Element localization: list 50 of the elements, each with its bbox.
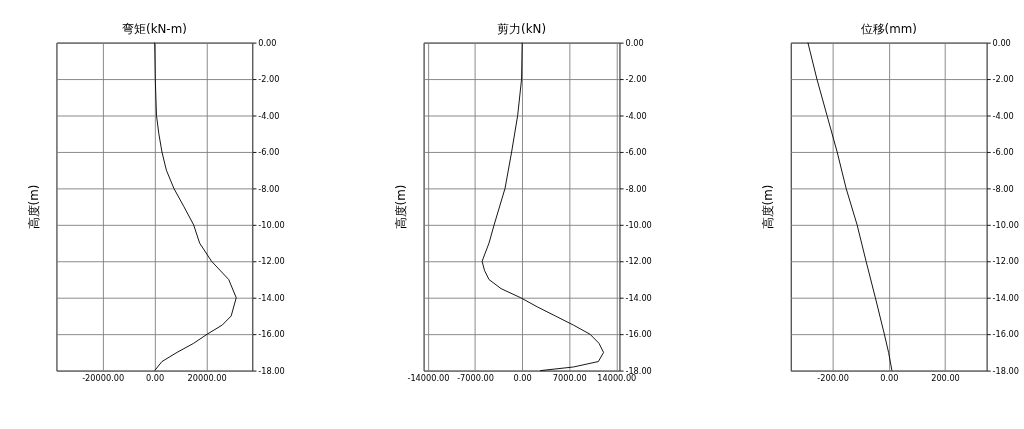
y-tick-label: -14.00 xyxy=(992,292,1019,303)
y-axis-title: 高度(m) xyxy=(393,184,408,230)
y-tick-label: -14.00 xyxy=(625,292,652,303)
y-tick-label: -10.00 xyxy=(258,220,285,231)
y-tick-label: -16.00 xyxy=(258,329,285,340)
y-tick-label: -14.00 xyxy=(258,292,285,303)
line-series xyxy=(154,42,237,372)
x-tick-label: 0.00 xyxy=(513,373,532,384)
chart-title: 剪力(kN) xyxy=(497,21,547,36)
x-tick-label: 7000.00 xyxy=(552,373,587,384)
y-axis-title: 高度(m) xyxy=(761,184,776,230)
y-tick-label: -2.00 xyxy=(625,74,647,85)
y-tick-label: -12.00 xyxy=(992,256,1019,267)
y-tick-label: -8.00 xyxy=(258,183,280,194)
y-tick-label: -8.00 xyxy=(625,183,647,194)
chart-title: 弯矩(kN-m) xyxy=(122,21,187,36)
x-tick-label: -14000.00 xyxy=(407,373,450,384)
y-tick-label: -16.00 xyxy=(992,329,1019,340)
y-tick-label: -4.00 xyxy=(258,110,280,121)
line-series xyxy=(807,42,893,372)
x-tick-label: 0.00 xyxy=(880,373,899,384)
x-tick-label: -20000.00 xyxy=(82,373,125,384)
y-tick-label: -2.00 xyxy=(992,74,1014,85)
y-tick-label: 0.00 xyxy=(992,37,1011,48)
y-tick-label: -8.00 xyxy=(992,183,1014,194)
x-tick-label: 14000.00 xyxy=(597,373,637,384)
x-tick-label: 0.00 xyxy=(146,373,165,384)
y-tick-label: -10.00 xyxy=(992,220,1019,231)
y-tick-label: -6.00 xyxy=(258,147,280,158)
y-tick-label: -12.00 xyxy=(625,256,652,267)
x-tick-label: 20000.00 xyxy=(187,373,227,384)
y-tick-label: -6.00 xyxy=(992,147,1014,158)
y-tick-label: -18.00 xyxy=(992,365,1019,376)
y-axis-title: 高度(m) xyxy=(26,184,41,230)
line-series xyxy=(481,42,605,372)
y-tick-label: -6.00 xyxy=(625,147,647,158)
x-tick-label: -7000.00 xyxy=(457,373,494,384)
y-tick-label: -2.00 xyxy=(258,74,280,85)
y-tick-label: -18.00 xyxy=(258,365,285,376)
chart-title: 位移(mm) xyxy=(860,21,917,36)
y-tick-label: -10.00 xyxy=(625,220,652,231)
y-tick-label: -4.00 xyxy=(625,110,647,121)
x-tick-label: -200.00 xyxy=(817,373,849,384)
y-tick-label: 0.00 xyxy=(625,37,644,48)
x-tick-label: 200.00 xyxy=(931,373,960,384)
y-tick-label: -4.00 xyxy=(992,110,1014,121)
y-tick-label: -12.00 xyxy=(258,256,285,267)
y-tick-label: -16.00 xyxy=(625,329,652,340)
y-tick-label: -18.00 xyxy=(625,365,652,376)
y-tick-label: 0.00 xyxy=(258,37,277,48)
